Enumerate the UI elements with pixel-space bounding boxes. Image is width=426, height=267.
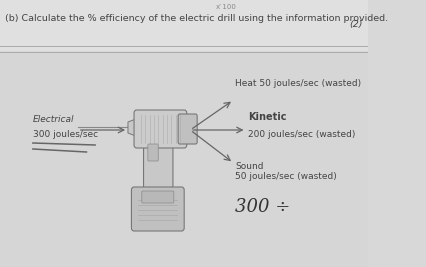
- Text: Kinetic: Kinetic: [248, 112, 287, 122]
- FancyBboxPatch shape: [134, 110, 187, 148]
- Text: 300 ÷: 300 ÷: [235, 198, 291, 216]
- Text: (2): (2): [350, 20, 363, 29]
- Text: Electrical: Electrical: [33, 115, 75, 124]
- Bar: [0, 52, 368, 267]
- Text: 50 joules/sec (wasted): 50 joules/sec (wasted): [235, 172, 337, 181]
- Text: Heat 50 joules/sec (wasted): Heat 50 joules/sec (wasted): [235, 79, 361, 88]
- Bar: [0, 0, 368, 50]
- Polygon shape: [128, 118, 138, 137]
- Text: (b) Calculate the % efficiency of the electric drill using the information provi: (b) Calculate the % efficiency of the el…: [5, 14, 389, 23]
- FancyBboxPatch shape: [144, 141, 173, 195]
- Text: x̕̕̕̕̕ 100: x̕̕̕̕̕ 100: [216, 4, 236, 10]
- Text: 200 joules/sec (wasted): 200 joules/sec (wasted): [248, 130, 356, 139]
- Text: Sound: Sound: [235, 162, 264, 171]
- FancyBboxPatch shape: [142, 191, 174, 203]
- Text: 300 joules/sec: 300 joules/sec: [33, 130, 98, 139]
- FancyBboxPatch shape: [132, 187, 184, 231]
- FancyBboxPatch shape: [148, 144, 158, 161]
- FancyBboxPatch shape: [178, 114, 197, 144]
